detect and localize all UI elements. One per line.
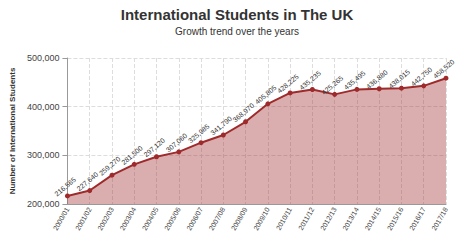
- svg-text:435,495: 435,495: [343, 69, 367, 91]
- svg-text:2007/08: 2007/08: [208, 206, 227, 231]
- svg-text:300,000: 300,000: [27, 150, 60, 160]
- svg-text:International Students in The: International Students in The UK: [121, 6, 354, 23]
- svg-text:341,790: 341,790: [209, 115, 233, 137]
- svg-text:428,225: 428,225: [276, 73, 300, 95]
- svg-text:2004/05: 2004/05: [141, 206, 160, 231]
- svg-text:Growth trend over the years: Growth trend over the years: [175, 26, 299, 37]
- svg-text:Number of International Studen: Number of International Students: [8, 67, 17, 194]
- svg-text:216,565: 216,565: [53, 176, 77, 198]
- svg-text:2008/09: 2008/09: [230, 206, 249, 231]
- svg-text:2010/11: 2010/11: [275, 206, 293, 231]
- svg-text:436,880: 436,880: [365, 69, 389, 91]
- svg-text:259,270: 259,270: [98, 155, 122, 177]
- svg-text:2017/18: 2017/18: [430, 206, 449, 231]
- svg-text:307,060: 307,060: [165, 132, 189, 154]
- svg-text:2014/15: 2014/15: [364, 206, 383, 231]
- svg-text:405,805: 405,805: [254, 84, 278, 106]
- svg-text:2009/10: 2009/10: [252, 206, 271, 231]
- svg-text:2005/06: 2005/06: [163, 206, 182, 231]
- svg-text:2015/16: 2015/16: [386, 206, 405, 231]
- svg-text:2006/07: 2006/07: [185, 206, 204, 231]
- svg-text:442,750: 442,750: [410, 66, 434, 88]
- svg-text:425,265: 425,265: [320, 74, 344, 96]
- svg-text:2001/02: 2001/02: [74, 206, 93, 231]
- svg-text:2012/13: 2012/13: [319, 206, 338, 231]
- svg-text:2003/04: 2003/04: [119, 206, 138, 231]
- svg-text:438,015: 438,015: [387, 68, 411, 90]
- svg-text:227,640: 227,640: [76, 170, 100, 192]
- svg-text:368,970: 368,970: [231, 102, 255, 124]
- svg-text:281,500: 281,500: [120, 144, 144, 166]
- svg-text:500,000: 500,000: [27, 53, 60, 63]
- svg-text:458,520: 458,520: [432, 58, 456, 80]
- svg-text:435,235: 435,235: [298, 69, 322, 91]
- svg-text:297,120: 297,120: [142, 137, 166, 159]
- svg-text:400,000: 400,000: [27, 102, 60, 112]
- svg-text:200,000: 200,000: [27, 199, 60, 209]
- svg-text:2002/03: 2002/03: [96, 206, 115, 231]
- svg-text:325,985: 325,985: [187, 123, 211, 145]
- svg-text:2013/14: 2013/14: [341, 206, 360, 231]
- svg-text:2011/12: 2011/12: [297, 206, 315, 231]
- svg-text:2000/01: 2000/01: [52, 206, 71, 231]
- svg-text:2016/17: 2016/17: [408, 206, 427, 231]
